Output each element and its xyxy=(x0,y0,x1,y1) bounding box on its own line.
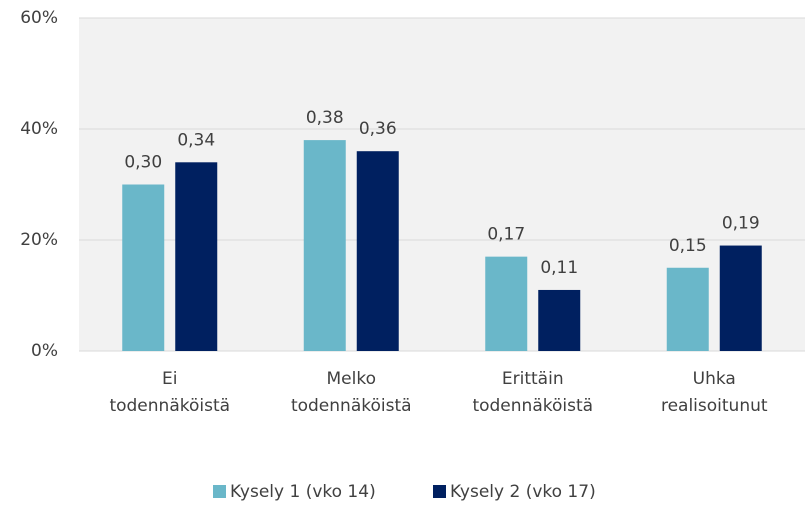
y-tick-label: 60% xyxy=(20,8,58,28)
x-tick-label: Uhka realisoitunut xyxy=(660,369,768,416)
y-tick-label: 40% xyxy=(20,119,58,139)
bar xyxy=(356,151,399,351)
bar xyxy=(666,267,709,351)
data-label: 0,34 xyxy=(177,130,215,150)
data-label: 0,30 xyxy=(124,153,162,173)
y-tick-label: 20% xyxy=(20,230,58,250)
data-label: 0,19 xyxy=(722,214,760,234)
bar xyxy=(175,162,218,351)
bar xyxy=(719,245,762,351)
data-label: 0,38 xyxy=(306,108,344,128)
y-tick-label: 0% xyxy=(31,341,58,361)
legend-swatch xyxy=(433,485,446,498)
bar xyxy=(485,256,528,351)
bar xyxy=(303,140,346,351)
bar xyxy=(122,184,165,351)
data-label: 0,17 xyxy=(487,225,525,245)
data-label: 0,11 xyxy=(540,258,578,278)
legend-label: Kysely 1 (vko 14) xyxy=(230,482,376,502)
data-label: 0,15 xyxy=(669,236,707,256)
x-tick-label: Erittäin todennäköistä xyxy=(472,369,594,416)
legend-swatch xyxy=(213,485,226,498)
x-tick-label: Melko todennäköistä xyxy=(290,369,412,416)
x-tick-label: Ei todennäköistä xyxy=(109,369,231,416)
legend-label: Kysely 2 (vko 17) xyxy=(450,482,596,502)
data-label: 0,36 xyxy=(359,119,397,139)
bar xyxy=(538,289,581,351)
